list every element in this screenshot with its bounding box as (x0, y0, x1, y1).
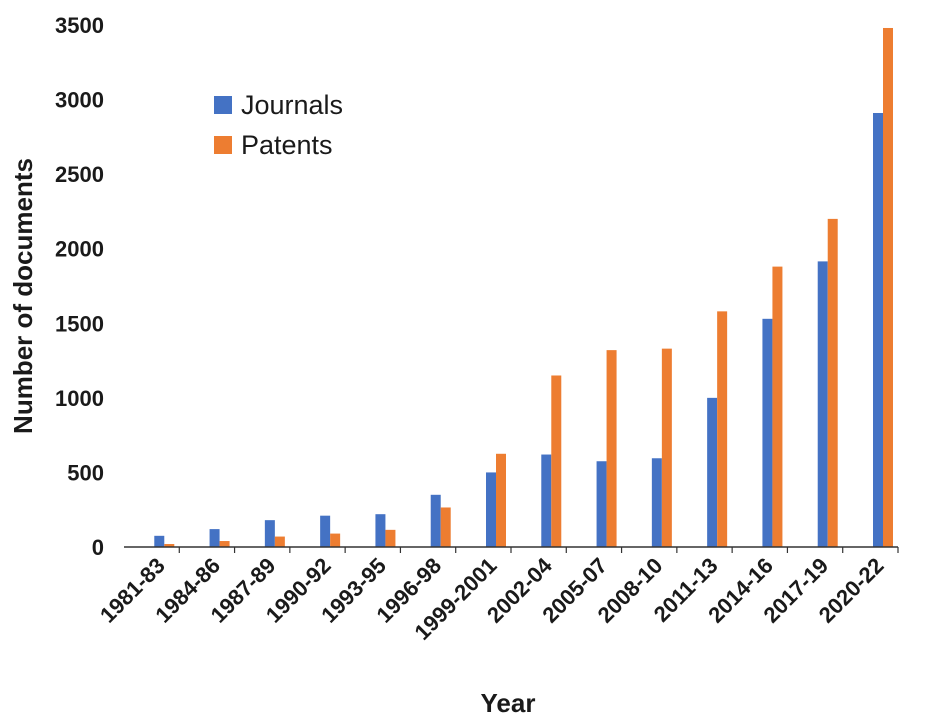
y-axis-title: Number of documents (8, 158, 38, 434)
bar-journals (209, 529, 220, 547)
bar-patents (661, 348, 672, 547)
y-tick-label: 3000 (55, 88, 104, 113)
bar-patents (551, 375, 562, 547)
legend-swatch-journals (214, 96, 232, 114)
bar-journals (541, 454, 552, 547)
bar-patents (440, 507, 451, 547)
y-tick-label: 2000 (55, 237, 104, 262)
legend-label-patents: Patents (241, 130, 333, 160)
y-tick-label: 0 (92, 535, 104, 560)
bars (154, 27, 893, 548)
bar-journals (430, 494, 441, 547)
y-tick-label: 3500 (55, 13, 104, 38)
bar-patents (827, 218, 838, 547)
bar-patents (606, 350, 617, 547)
bar-journals (154, 535, 165, 547)
legend: Journals Patents (214, 90, 343, 160)
bar-patents (274, 536, 285, 547)
bar-journals (375, 514, 386, 547)
bar-journals (264, 520, 275, 547)
bar-journals (707, 397, 718, 547)
bar-patents (330, 533, 341, 547)
bar-journals (486, 472, 496, 547)
y-tick-label: 1500 (55, 311, 104, 336)
bar-patents (883, 27, 893, 548)
bar-journals (320, 515, 331, 547)
y-axis-ticks: 0 500 1000 1500 2000 2500 3000 3500 (55, 13, 104, 560)
bar-journals (762, 318, 773, 547)
x-axis-ticks: 1981-831984-861987-891990-921993-951996-… (95, 547, 899, 645)
bar-journals (651, 458, 662, 547)
y-tick-label: 2500 (55, 162, 104, 187)
bar-patents (496, 453, 506, 547)
bar-patents (772, 266, 783, 547)
x-axis-title: Year (481, 688, 536, 718)
y-tick-label: 500 (67, 460, 104, 485)
bar-journals (817, 261, 828, 547)
bar-journals (873, 112, 883, 547)
bar-patents (385, 529, 396, 547)
legend-label-journals: Journals (241, 90, 343, 120)
legend-swatch-patents (214, 136, 232, 154)
bar-patents (164, 544, 175, 547)
bar-journals (596, 461, 607, 547)
y-tick-label: 1000 (55, 386, 104, 411)
bar-patents (717, 311, 728, 547)
bar-patents (219, 541, 230, 547)
